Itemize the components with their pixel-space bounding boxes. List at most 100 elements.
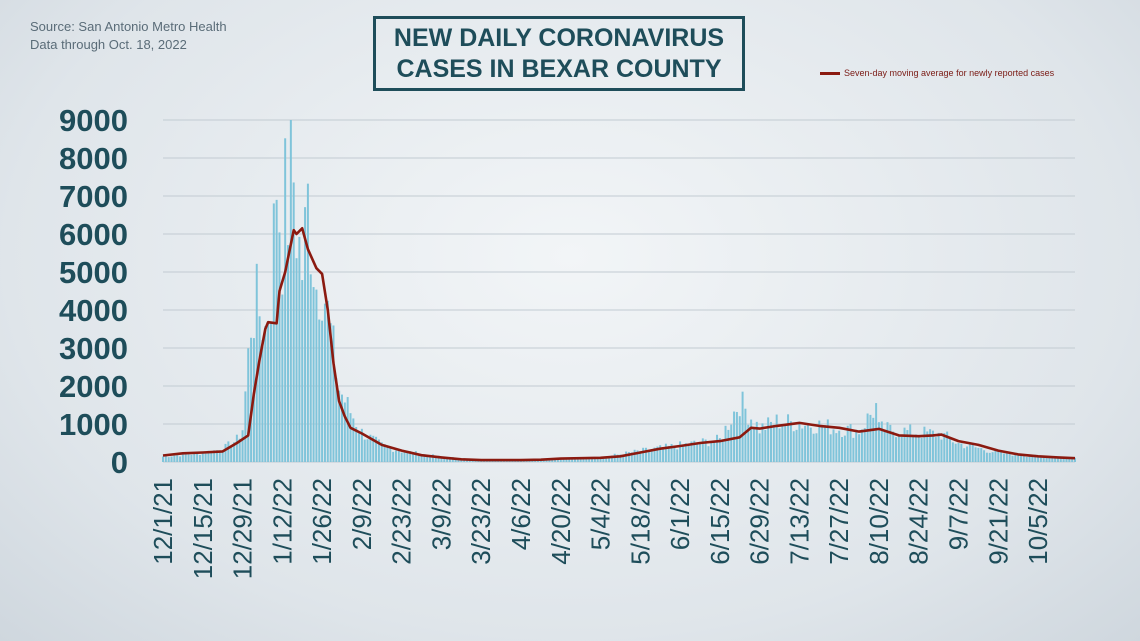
daily-case-bar (173, 455, 176, 462)
daily-case-bar (366, 439, 369, 462)
daily-case-bar (897, 435, 900, 462)
x-tick-label: 12/1/21 (148, 478, 178, 565)
x-tick-label: 5/18/22 (625, 478, 655, 565)
daily-case-bar (886, 422, 889, 462)
daily-case-bar (1000, 451, 1003, 462)
daily-case-bar (738, 416, 741, 462)
daily-case-bar (775, 414, 778, 462)
daily-case-bar (605, 456, 608, 462)
y-tick-label: 1000 (59, 407, 128, 442)
daily-case-bar (798, 423, 801, 462)
daily-case-bar (968, 443, 971, 462)
y-tick-label: 7000 (59, 179, 128, 214)
daily-case-bar (198, 455, 201, 462)
x-tick-label: 3/23/22 (466, 478, 496, 565)
x-tick-label: 9/7/22 (944, 478, 974, 550)
daily-case-bar (912, 435, 915, 462)
daily-case-bar (414, 451, 417, 462)
daily-case-bar (562, 458, 565, 462)
daily-case-bar (545, 459, 548, 462)
daily-case-bar (630, 452, 633, 462)
daily-case-bar (948, 437, 951, 462)
x-tick-label: 1/26/22 (307, 478, 337, 565)
daily-case-bar (966, 446, 969, 462)
daily-case-bar (977, 447, 980, 462)
daily-case-bar (1025, 456, 1028, 462)
daily-case-bar (795, 429, 798, 462)
daily-case-bar (667, 445, 670, 462)
daily-case-bar (539, 460, 542, 462)
x-tick-label: 4/6/22 (506, 478, 536, 550)
daily-case-bar (704, 439, 707, 462)
daily-case-bar (295, 258, 298, 462)
daily-case-bar (267, 324, 270, 462)
daily-case-bar (778, 428, 781, 462)
daily-case-bar (670, 443, 673, 462)
daily-case-bar (363, 439, 366, 462)
daily-case-bar (548, 459, 551, 462)
legend-label: Seven-day moving average for newly repor… (844, 68, 1055, 78)
daily-case-bar (869, 414, 872, 462)
daily-case-bar (860, 429, 863, 462)
daily-case-bar (409, 451, 412, 462)
daily-case-bar (889, 424, 892, 462)
daily-case-bar (196, 452, 199, 462)
daily-case-bar (815, 433, 818, 462)
daily-case-bar (718, 438, 721, 462)
x-tick-label: 12/15/21 (188, 478, 218, 579)
daily-case-bar (355, 427, 358, 462)
daily-case-bar (167, 457, 170, 462)
daily-case-bar (201, 452, 204, 462)
daily-case-bar (858, 434, 861, 462)
daily-case-bar (551, 459, 554, 462)
daily-case-bar (1056, 457, 1059, 462)
daily-case-bar (446, 458, 449, 462)
daily-case-bar (716, 434, 719, 462)
daily-case-bar (653, 447, 656, 462)
daily-case-bar (326, 300, 329, 462)
daily-case-bar (224, 443, 227, 462)
daily-case-bar (1031, 456, 1034, 462)
daily-case-bar (636, 450, 639, 462)
x-tick-label: 1/12/22 (267, 478, 297, 565)
daily-case-bar (1071, 458, 1074, 462)
daily-case-bar (193, 452, 196, 462)
daily-case-bar (789, 421, 792, 462)
y-tick-label: 0 (111, 445, 128, 480)
daily-case-bar (162, 456, 164, 462)
daily-case-bar (733, 411, 736, 462)
x-tick-label: 6/15/22 (705, 478, 735, 565)
daily-case-bar (591, 458, 594, 462)
daily-case-bar (255, 263, 258, 462)
daily-case-bar (358, 432, 361, 462)
bars (162, 120, 1076, 463)
daily-case-bar (1051, 458, 1054, 462)
daily-case-bar (1054, 457, 1057, 462)
daily-case-bar (221, 452, 224, 462)
daily-case-bar (426, 455, 429, 462)
y-tick-label: 2000 (59, 369, 128, 404)
daily-case-bar (625, 451, 628, 462)
daily-case-bar (841, 437, 844, 462)
daily-case-bar (823, 425, 826, 462)
daily-case-bar (250, 337, 253, 462)
daily-case-bar (412, 453, 415, 462)
daily-case-bar (429, 456, 432, 462)
daily-case-bar (991, 452, 994, 462)
daily-case-bar (684, 443, 687, 462)
x-tick-label: 2/23/22 (387, 478, 417, 565)
daily-case-bar (880, 421, 883, 462)
daily-case-bar (582, 459, 585, 462)
x-tick-label: 8/10/22 (864, 478, 894, 565)
daily-case-bar (787, 414, 790, 462)
daily-case-bar (872, 417, 875, 462)
daily-case-bar (721, 439, 724, 462)
daily-case-bar (676, 449, 679, 462)
daily-case-bar (1039, 456, 1042, 462)
daily-case-bar (750, 419, 753, 462)
daily-case-bar (673, 446, 676, 462)
daily-case-bar (627, 452, 630, 462)
daily-case-bar (701, 438, 704, 462)
daily-case-bar (349, 413, 352, 462)
